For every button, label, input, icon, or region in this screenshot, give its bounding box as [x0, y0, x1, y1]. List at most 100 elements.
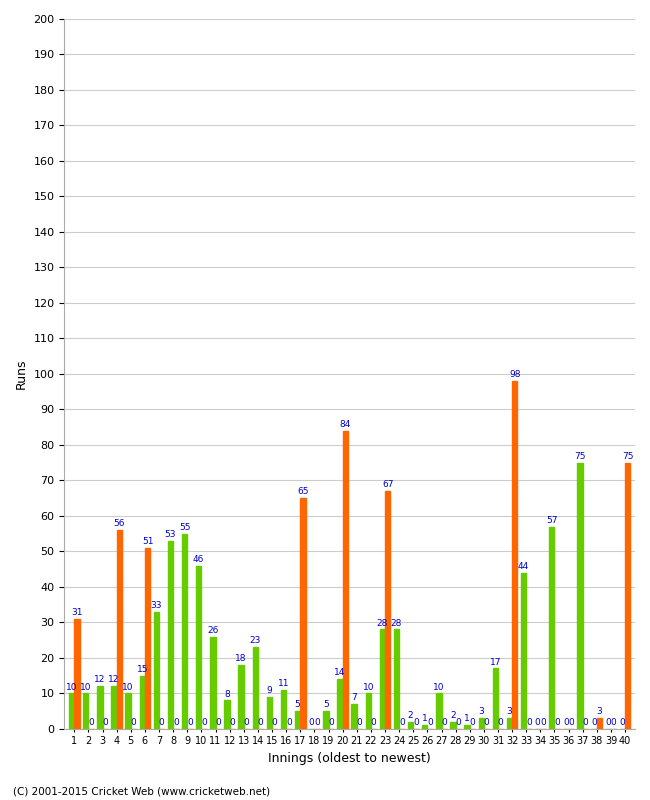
Text: 10: 10 [433, 682, 445, 691]
Text: 0: 0 [399, 718, 405, 727]
Text: 0: 0 [563, 718, 569, 727]
Bar [97, 686, 103, 729]
Bar [266, 697, 272, 729]
Text: 0: 0 [535, 718, 541, 727]
Bar [625, 462, 630, 729]
Text: 10: 10 [80, 682, 92, 691]
Bar [168, 541, 173, 729]
Text: 0: 0 [469, 718, 475, 727]
Text: 0: 0 [540, 718, 546, 727]
Bar [182, 534, 187, 729]
Text: 0: 0 [272, 718, 278, 727]
Bar [140, 675, 145, 729]
Text: 0: 0 [314, 718, 320, 727]
Text: 0: 0 [592, 718, 597, 727]
Bar [125, 694, 131, 729]
Text: 0: 0 [611, 718, 617, 727]
Text: 0: 0 [244, 718, 250, 727]
Bar [111, 686, 116, 729]
Bar [408, 722, 413, 729]
Text: 75: 75 [575, 452, 586, 461]
Text: 1: 1 [422, 714, 428, 723]
Y-axis label: Runs: Runs [15, 358, 28, 389]
Text: 0: 0 [202, 718, 207, 727]
Text: 67: 67 [382, 480, 393, 490]
Bar [385, 491, 391, 729]
Text: 3: 3 [506, 707, 512, 716]
Text: 12: 12 [109, 675, 120, 685]
Text: 2: 2 [450, 711, 456, 720]
Text: 0: 0 [456, 718, 462, 727]
Text: 12: 12 [94, 675, 105, 685]
Text: 0: 0 [413, 718, 419, 727]
Bar [239, 665, 244, 729]
Text: 0: 0 [309, 718, 315, 727]
Text: 1: 1 [464, 714, 470, 723]
Text: 0: 0 [569, 718, 574, 727]
Bar [224, 701, 229, 729]
Text: 10: 10 [122, 682, 134, 691]
Text: (C) 2001-2015 Cricket Web (www.cricketweb.net): (C) 2001-2015 Cricket Web (www.cricketwe… [13, 786, 270, 796]
Text: 9: 9 [266, 686, 272, 695]
Text: 10: 10 [363, 682, 374, 691]
Bar [493, 669, 498, 729]
Text: 84: 84 [340, 420, 351, 429]
Text: 17: 17 [489, 658, 501, 666]
Text: 2: 2 [408, 711, 413, 720]
Text: 51: 51 [142, 537, 153, 546]
Bar [196, 566, 202, 729]
Text: 0: 0 [605, 718, 611, 727]
Bar [343, 430, 348, 729]
Text: 0: 0 [370, 718, 376, 727]
Bar [323, 711, 328, 729]
Text: 0: 0 [173, 718, 179, 727]
Text: 0: 0 [286, 718, 292, 727]
Text: 5: 5 [294, 700, 300, 710]
Text: 0: 0 [215, 718, 221, 727]
Text: 28: 28 [376, 618, 388, 628]
Text: 0: 0 [131, 718, 136, 727]
Text: 0: 0 [582, 718, 588, 727]
Text: 0: 0 [441, 718, 447, 727]
Text: 56: 56 [114, 519, 125, 528]
Text: 10: 10 [66, 682, 77, 691]
Bar [153, 612, 159, 729]
Text: 11: 11 [278, 679, 289, 688]
Bar [597, 718, 603, 729]
Text: 0: 0 [498, 718, 504, 727]
Bar [450, 722, 456, 729]
Text: 53: 53 [164, 530, 176, 539]
Bar [300, 498, 306, 729]
Bar [512, 381, 517, 729]
Text: 65: 65 [297, 487, 309, 496]
Bar [521, 573, 526, 729]
Bar [380, 630, 385, 729]
Text: 5: 5 [323, 700, 329, 710]
Text: 15: 15 [136, 665, 148, 674]
Text: 31: 31 [72, 608, 83, 617]
Bar [116, 530, 122, 729]
Bar [253, 647, 258, 729]
Text: 0: 0 [526, 718, 532, 727]
Text: 0: 0 [229, 718, 235, 727]
Bar [507, 718, 512, 729]
Text: 0: 0 [257, 718, 263, 727]
Bar [69, 694, 74, 729]
Text: 0: 0 [328, 718, 334, 727]
Text: 14: 14 [334, 668, 346, 678]
Bar [464, 726, 470, 729]
Text: 33: 33 [151, 601, 162, 610]
Bar [210, 637, 216, 729]
Bar [549, 526, 554, 729]
Bar [365, 694, 371, 729]
Text: 18: 18 [235, 654, 247, 663]
Text: 0: 0 [102, 718, 108, 727]
Text: 55: 55 [179, 523, 190, 532]
Text: 7: 7 [351, 693, 357, 702]
Text: 0: 0 [357, 718, 362, 727]
Bar [352, 704, 357, 729]
Bar [281, 690, 286, 729]
Text: 0: 0 [187, 718, 193, 727]
Bar [83, 694, 88, 729]
Text: 26: 26 [207, 626, 218, 634]
